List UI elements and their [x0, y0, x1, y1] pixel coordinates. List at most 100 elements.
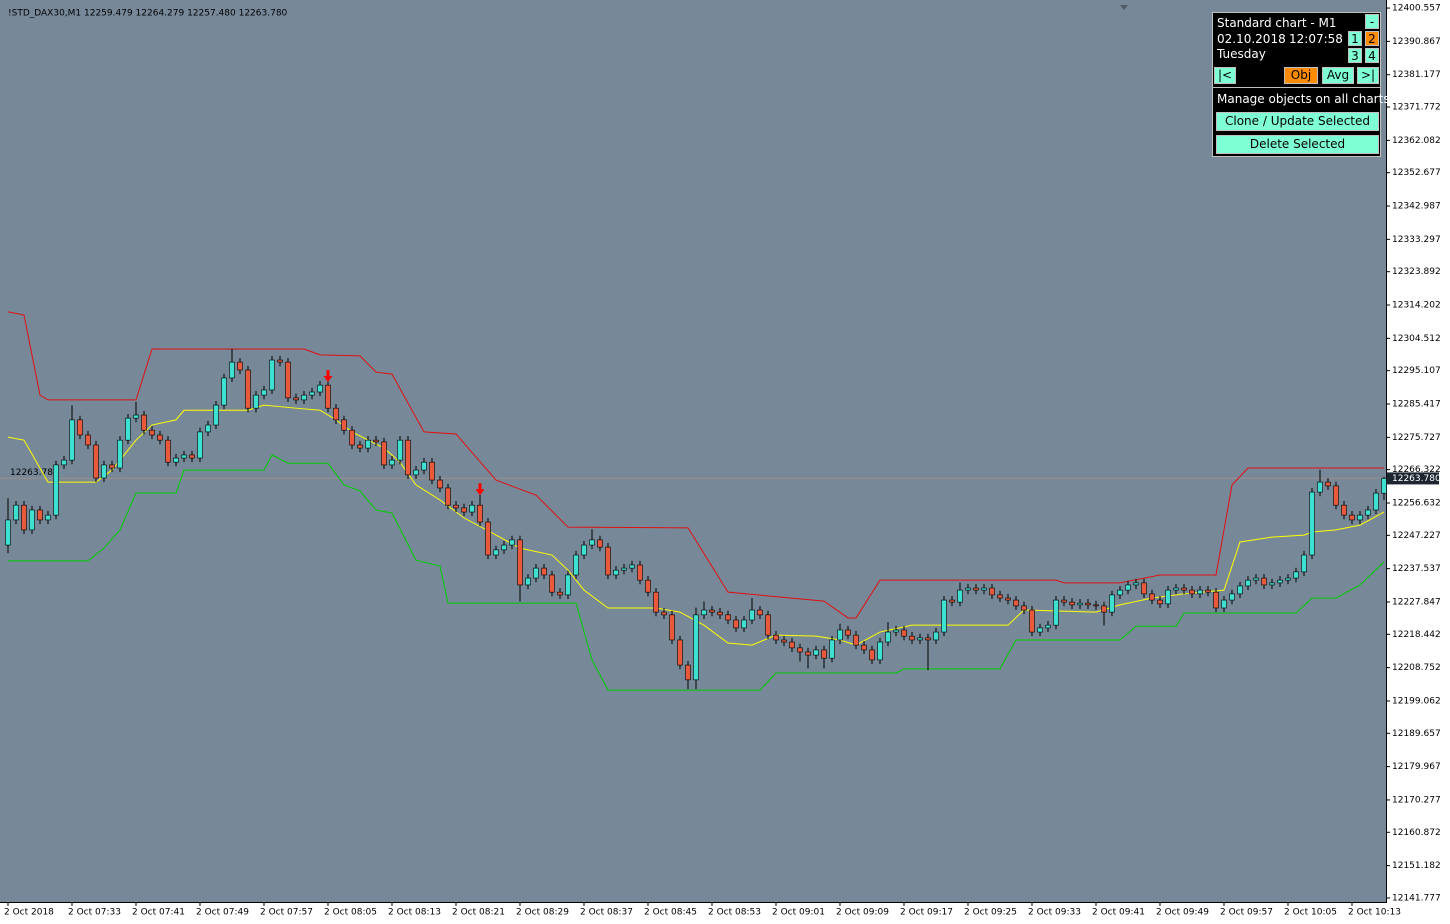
nav-button[interactable]: Obj — [1284, 67, 1318, 84]
candle-body — [1149, 593, 1155, 601]
candle-body — [1029, 609, 1035, 633]
candle-body — [709, 609, 715, 613]
candle-body — [557, 591, 563, 596]
candle-body — [437, 479, 443, 489]
candle-body — [1213, 591, 1219, 609]
candle-body — [661, 611, 667, 616]
slot-button[interactable]: 4 — [1365, 48, 1379, 63]
candle-body — [693, 614, 699, 681]
panel-date: 02.10.2018 — [1217, 32, 1286, 46]
action-button[interactable]: Delete Selected — [1216, 135, 1379, 154]
nav-button[interactable]: >| — [1357, 67, 1379, 84]
candle-body — [261, 389, 267, 396]
candle-body — [405, 439, 411, 476]
candle-body — [821, 649, 827, 659]
candle-body — [965, 587, 971, 591]
candle-body — [213, 404, 219, 426]
slot-button[interactable]: 3 — [1348, 48, 1362, 63]
slot-button[interactable]: 2 — [1365, 31, 1379, 46]
candle-body — [1125, 584, 1131, 591]
candle-body — [1117, 589, 1123, 596]
signal-arrow — [475, 483, 485, 496]
candle-body — [45, 514, 51, 521]
candle-body — [773, 634, 779, 641]
candle-body — [573, 554, 579, 576]
candle-body — [293, 397, 299, 401]
candle-body — [973, 587, 979, 591]
candle-body — [157, 434, 163, 441]
y-tick-label: 12199.062 — [1392, 696, 1441, 706]
candle-body — [1109, 594, 1115, 613]
candle-body — [237, 361, 243, 371]
candle-body — [933, 631, 939, 641]
candle-body — [1277, 579, 1283, 584]
candle-body — [373, 439, 379, 443]
candle-body — [453, 504, 459, 509]
y-tick-label: 12208.752 — [1392, 663, 1441, 673]
plot-background — [0, 0, 1386, 902]
candle-body — [749, 609, 755, 621]
candle-body — [605, 546, 611, 576]
shift-marker — [1120, 5, 1128, 10]
candle-body — [1181, 587, 1187, 591]
candle-body — [917, 637, 923, 641]
candle-body — [1373, 492, 1379, 511]
x-tick-label: 2 Oct 07:33 — [68, 908, 121, 918]
y-tick-label: 12189.657 — [1392, 729, 1441, 739]
y-tick-label: 12237.537 — [1392, 564, 1441, 574]
y-tick-label: 12323.892 — [1392, 267, 1441, 277]
candle-body — [13, 504, 19, 521]
action-button[interactable]: Clone / Update Selected — [1216, 112, 1379, 131]
x-tick-label: 2 Oct 09:57 — [1220, 908, 1273, 918]
x-tick-label: 2 Oct 09:49 — [1156, 908, 1209, 918]
candle-body — [21, 504, 27, 531]
candle-body — [1133, 582, 1139, 586]
candle-body — [853, 634, 859, 646]
panel-title: Standard chart - M1 — [1217, 16, 1337, 30]
candle-body — [477, 504, 483, 523]
candle-body — [421, 461, 427, 471]
candle-body — [813, 649, 819, 656]
candle-body — [581, 544, 587, 556]
x-tick-label: 2 Oct 09:41 — [1092, 908, 1145, 918]
candle-body — [637, 564, 643, 581]
candle-body — [69, 419, 75, 461]
candle-body — [301, 394, 307, 401]
candle-body — [949, 599, 955, 603]
candle-body — [877, 641, 883, 661]
candle-body — [1357, 514, 1363, 521]
candle-body — [565, 574, 571, 596]
candle-body — [429, 461, 435, 481]
signal-arrow — [323, 370, 333, 383]
candle-body — [1349, 514, 1355, 521]
candle-body — [165, 439, 171, 463]
candle-body — [589, 539, 595, 546]
candle-body — [781, 639, 787, 643]
y-tick-label: 12151.182 — [1392, 861, 1441, 871]
candle-body — [997, 594, 1003, 599]
nav-button[interactable]: Avg — [1322, 67, 1354, 84]
candle-body — [861, 644, 867, 651]
manage-title: Manage objects on all charts — [1217, 92, 1390, 106]
candle-body — [629, 564, 635, 569]
candle-body — [229, 361, 235, 379]
indicator-line — [7, 311, 1384, 619]
indicator-line — [7, 404, 1385, 646]
candle-body — [1365, 509, 1371, 516]
candle-body — [1037, 627, 1043, 633]
minimize-button[interactable]: - — [1365, 14, 1379, 29]
x-tick-label: 2 Oct 08:05 — [324, 908, 377, 918]
slot-button[interactable]: 1 — [1348, 31, 1362, 46]
candle-body — [1285, 577, 1291, 581]
candle-body — [309, 391, 315, 396]
y-tick-label: 12247.227 — [1392, 531, 1441, 541]
candle-body — [413, 469, 419, 476]
candle-body — [981, 587, 987, 591]
candle-body — [517, 539, 523, 586]
y-tick-label: 12352.677 — [1392, 168, 1441, 178]
candle-body — [1101, 605, 1107, 613]
candle-body — [1189, 589, 1195, 595]
nav-button[interactable]: |< — [1214, 67, 1236, 84]
